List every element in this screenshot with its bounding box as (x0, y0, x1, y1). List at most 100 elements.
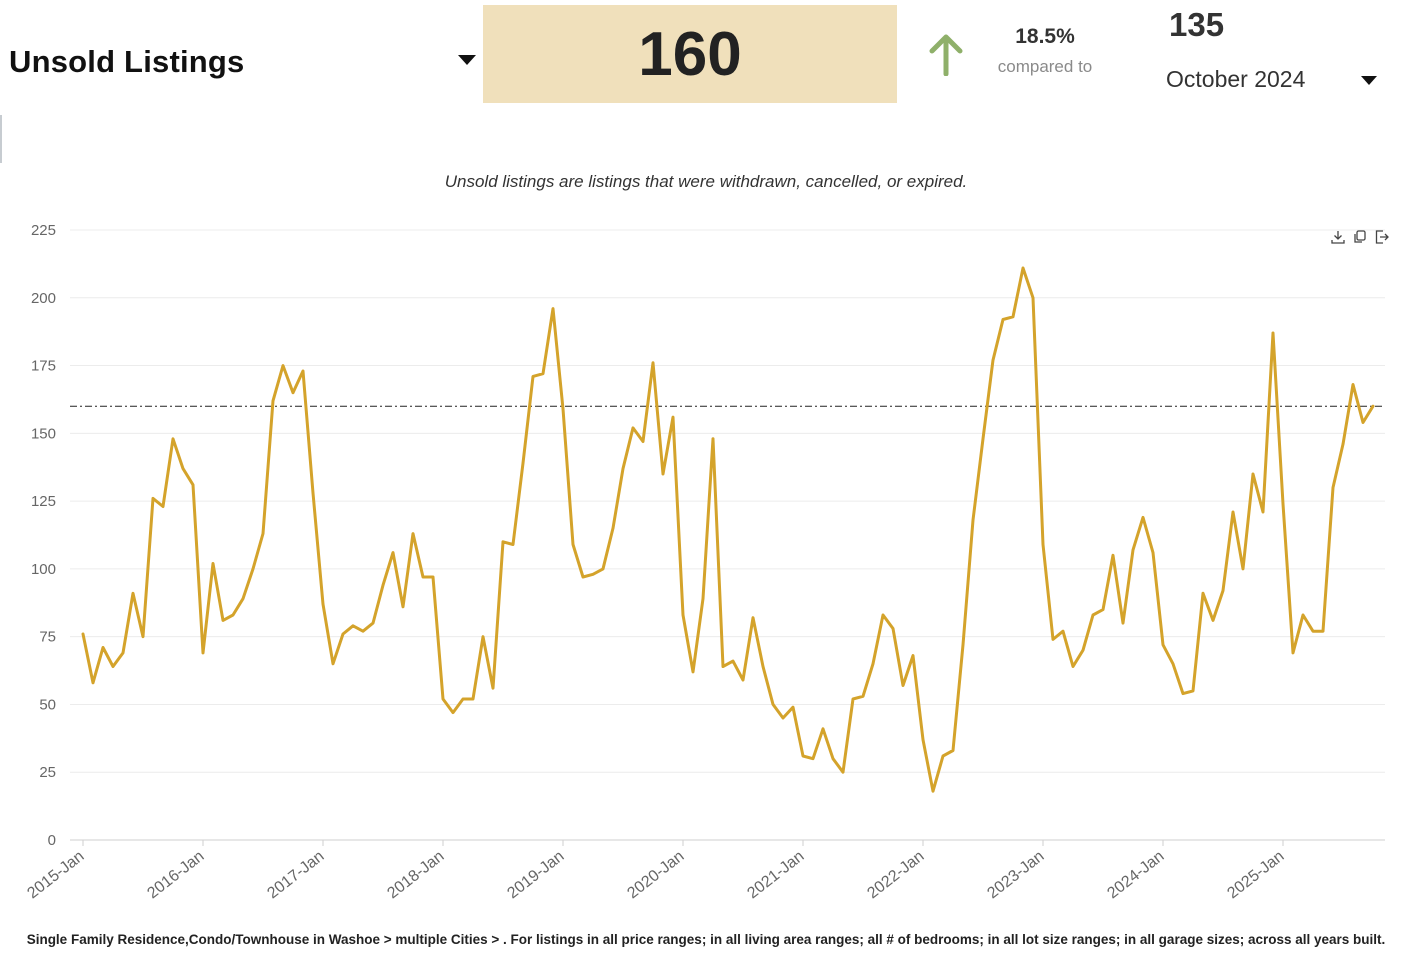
data-point (1221, 589, 1225, 592)
period-label: October 2024 (1166, 66, 1306, 92)
data-point (481, 635, 485, 638)
data-point (1111, 554, 1115, 557)
data-point (361, 630, 365, 633)
data-point (1291, 651, 1295, 655)
data-point (1361, 421, 1365, 424)
data-point (991, 358, 995, 362)
data-point (691, 670, 695, 674)
data-point (791, 705, 795, 709)
arrow-up-icon (929, 34, 963, 76)
data-point (1371, 405, 1375, 408)
chevron-down-icon[interactable] (1361, 76, 1377, 85)
export-icon[interactable] (1375, 230, 1389, 244)
data-point (1211, 619, 1215, 622)
chevron-down-icon[interactable] (458, 55, 476, 65)
data-point (341, 632, 345, 636)
data-point (201, 651, 205, 655)
x-tick-label: 2025-Jan (1224, 848, 1287, 902)
data-point (681, 613, 685, 617)
data-point (1001, 318, 1005, 321)
data-point (841, 771, 845, 774)
data-point (811, 757, 815, 760)
data-point (291, 391, 295, 394)
data-point (801, 754, 805, 758)
data-point (321, 602, 325, 606)
data-point (731, 659, 735, 663)
data-point (311, 491, 315, 495)
data-point (181, 467, 185, 470)
data-point (1301, 613, 1305, 617)
data-point (1191, 689, 1195, 693)
data-point (381, 583, 385, 587)
data-point (161, 505, 165, 508)
y-tick-label: 200 (31, 290, 56, 307)
data-point (421, 575, 425, 579)
data-point (451, 711, 455, 714)
data-point (551, 307, 555, 310)
series-line (81, 266, 1375, 793)
change-percent: 18.5% (1015, 25, 1075, 48)
data-point (141, 635, 145, 638)
data-point (741, 678, 745, 682)
current-value: 160 (638, 19, 742, 89)
data-point (401, 605, 405, 609)
data-point (861, 695, 865, 698)
data-point (1051, 638, 1055, 641)
data-point (1011, 315, 1015, 318)
data-point (231, 613, 235, 617)
x-tick-label: 2022-Jan (864, 848, 927, 902)
chart-footnote: Single Family Residence,Condo/Townhouse … (26, 932, 1386, 947)
data-point (281, 364, 285, 367)
data-point (1331, 486, 1335, 489)
download-icon[interactable] (1331, 230, 1345, 244)
y-tick-label: 75 (39, 629, 56, 646)
data-point (621, 467, 625, 470)
x-axis: 2015-Jan 2016-Jan 2017-Jan 2018-Jan 2019-Jan… (24, 840, 1287, 902)
y-tick-label: 25 (39, 764, 56, 781)
data-point (921, 738, 925, 741)
y-tick-label: 225 (31, 222, 56, 239)
data-point (1311, 630, 1315, 633)
y-tick-label: 150 (31, 425, 56, 442)
data-point (591, 573, 595, 576)
data-point (851, 697, 855, 701)
data-point (121, 651, 125, 655)
metric-dropdown[interactable]: Unsold Listings (9, 40, 479, 84)
data-point (961, 643, 965, 646)
data-point (611, 527, 615, 530)
data-point (171, 437, 175, 440)
data-point (91, 681, 95, 684)
change-note: compared to (997, 57, 1093, 76)
x-tick-label: 2021-Jan (744, 848, 807, 902)
data-point (251, 567, 255, 571)
data-point (1121, 621, 1125, 625)
chart-toolbar (1331, 230, 1389, 244)
data-point (221, 619, 225, 622)
data-point (1171, 662, 1175, 665)
data-point (1091, 613, 1095, 617)
data-point (81, 632, 85, 636)
data-point (561, 407, 565, 411)
series-group (81, 266, 1375, 793)
data-point (1081, 649, 1085, 652)
data-point (391, 551, 395, 554)
data-point (781, 716, 785, 720)
y-tick-label: 100 (31, 561, 56, 578)
data-point (901, 684, 905, 687)
kpi-header: Unsold Listings 160 18.5% compared to 13… (0, 0, 1412, 115)
data-point (1271, 331, 1275, 335)
x-tick-label: 2023-Jan (984, 848, 1047, 902)
data-point (431, 575, 435, 579)
data-point (761, 665, 765, 668)
data-point (531, 375, 535, 378)
data-point (511, 543, 515, 546)
chart-subtitle: Unsold listings are listings that were w… (444, 172, 968, 191)
y-axis: 0 25 50 75 100 125 150 175 200 225 (31, 222, 56, 849)
data-point (1231, 510, 1235, 514)
period-dropdown[interactable]: October 2024 (1166, 62, 1386, 98)
copy-icon[interactable] (1353, 230, 1367, 244)
data-point (1061, 630, 1065, 633)
data-point (721, 665, 725, 668)
data-point (711, 437, 715, 440)
data-point (751, 616, 755, 619)
